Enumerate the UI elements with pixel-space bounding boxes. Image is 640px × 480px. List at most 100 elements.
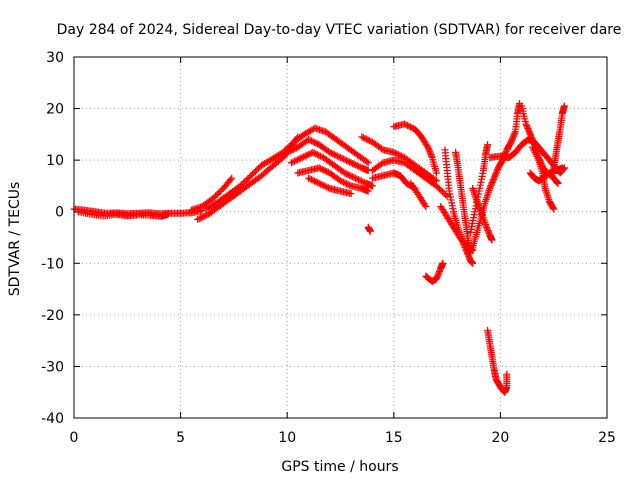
data-point-trace-25 <box>525 127 533 135</box>
tick-labels: 0 5 10 15 20 25 -40 -30 -20 -10 0 10 20 30 <box>41 50 616 446</box>
data-point-trace-17 <box>448 199 456 207</box>
data-point-trace-9 <box>347 190 355 198</box>
data-point-trace-13 <box>424 143 432 151</box>
data-point-trace-3 <box>228 174 236 182</box>
data-point-trace-9 <box>321 182 329 190</box>
data-point-trace-6 <box>333 152 341 160</box>
data-point-trace-7 <box>345 171 353 179</box>
data-point-trace-8 <box>338 178 346 186</box>
data-point-trace-25 <box>554 179 562 187</box>
data-point-trace-7 <box>348 173 356 181</box>
data-point-trace-6 <box>286 147 294 155</box>
data-point-trace-9 <box>308 176 316 184</box>
data-markers <box>70 99 568 396</box>
data-point-trace-21 <box>468 222 476 230</box>
data-point-trace-7 <box>313 151 321 159</box>
data-point-trace-4 <box>200 213 208 221</box>
data-point-trace-13 <box>423 142 431 150</box>
y-tick-label: -20 <box>41 308 64 324</box>
data-point-trace-20 <box>489 176 497 184</box>
data-point-trace-8 <box>346 181 354 189</box>
data-point-trace-16 <box>433 273 441 281</box>
data-point-trace-25 <box>526 129 534 137</box>
data-point-trace-22 <box>483 225 491 233</box>
data-point-trace-20 <box>492 170 500 178</box>
data-point-trace-6 <box>309 138 317 146</box>
data-point-trace-21 <box>467 228 475 236</box>
data-point-trace-4 <box>198 213 206 221</box>
data-point-trace-17 <box>465 254 473 262</box>
data-point-trace-25 <box>530 139 538 147</box>
data-point-trace-6 <box>283 148 291 156</box>
data-point-trace-3 <box>209 195 217 203</box>
data-point-trace-10 <box>396 151 404 159</box>
data-point-trace-21 <box>471 208 479 216</box>
data-point-trace-3 <box>227 176 235 184</box>
data-point-trace-22 <box>474 199 482 207</box>
data-point-trace-27 <box>560 102 568 110</box>
data-point-trace-5 <box>363 158 371 166</box>
data-point-trace-9 <box>315 179 323 187</box>
data-point-trace-11 <box>439 188 447 196</box>
data-point-trace-9 <box>312 178 320 186</box>
data-point-trace-8 <box>320 166 328 174</box>
x-tick-label: 25 <box>598 430 616 446</box>
data-point-trace-5 <box>252 167 260 175</box>
data-point-trace-22 <box>474 200 482 208</box>
y-tick-label: 30 <box>46 50 64 66</box>
data-point-trace-7 <box>316 152 324 160</box>
data-point-trace-25 <box>522 120 530 128</box>
data-point-trace-21 <box>478 175 486 183</box>
x-axis-label: GPS time / hours <box>281 459 398 475</box>
data-point-trace-9 <box>309 176 317 184</box>
data-point-trace-6 <box>330 151 338 159</box>
data-point-trace-20 <box>491 173 499 181</box>
data-point-trace-22 <box>483 224 491 232</box>
data-point-trace-20 <box>510 131 518 139</box>
data-point-trace-13 <box>425 146 433 154</box>
data-point-trace-16 <box>434 270 442 278</box>
data-point-trace-11 <box>434 183 442 191</box>
data-point-trace-6 <box>346 158 354 166</box>
chart-title: Day 284 of 2024, Sidereal Day-to-day VTE… <box>57 22 622 38</box>
data-point-trace-10 <box>358 133 366 141</box>
data-point-trace-4 <box>195 215 203 223</box>
data-point-trace-7 <box>359 178 367 186</box>
data-point-trace-20 <box>507 138 515 146</box>
plot-frame <box>73 56 608 419</box>
data-point-trace-13 <box>426 148 434 156</box>
data-point-trace-7 <box>350 173 358 181</box>
x-tick-label: 20 <box>491 430 509 446</box>
data-point-trace-9 <box>305 174 313 182</box>
data-point-trace-6 <box>312 139 320 147</box>
data-point-trace-3 <box>212 192 220 200</box>
data-point-trace-7 <box>287 159 295 167</box>
data-point-trace-6 <box>340 155 348 163</box>
data-point-trace-13 <box>404 122 412 130</box>
data-point-trace-8 <box>364 187 372 195</box>
data-point-trace-11 <box>378 160 386 168</box>
x-tick-label: 5 <box>176 430 185 446</box>
data-point-trace-9 <box>311 177 319 185</box>
data-point-trace-9 <box>306 175 314 183</box>
data-point-trace-7 <box>347 172 355 180</box>
data-point-trace-6 <box>355 162 363 170</box>
data-point-trace-6 <box>344 157 352 165</box>
data-point-trace-25 <box>528 135 536 143</box>
data-point-trace-20 <box>508 137 516 145</box>
data-point-trace-4 <box>194 215 202 223</box>
data-point-trace-5 <box>255 164 263 172</box>
data-point-trace-7 <box>289 158 297 166</box>
data-point-trace-8 <box>341 179 349 187</box>
data-point-trace-13 <box>408 124 416 132</box>
data-point-trace-14 <box>422 203 430 211</box>
data-point-trace-9 <box>320 182 328 190</box>
data-point-trace-22 <box>482 222 490 230</box>
data-point-trace-13 <box>428 152 436 160</box>
data-point-trace-20 <box>493 167 501 175</box>
data-point-trace-26 <box>550 205 558 213</box>
data-point-trace-5 <box>238 180 246 188</box>
data-point-trace-20 <box>486 183 494 191</box>
data-point-trace-7 <box>304 151 312 159</box>
data-point-trace-20 <box>492 168 500 176</box>
